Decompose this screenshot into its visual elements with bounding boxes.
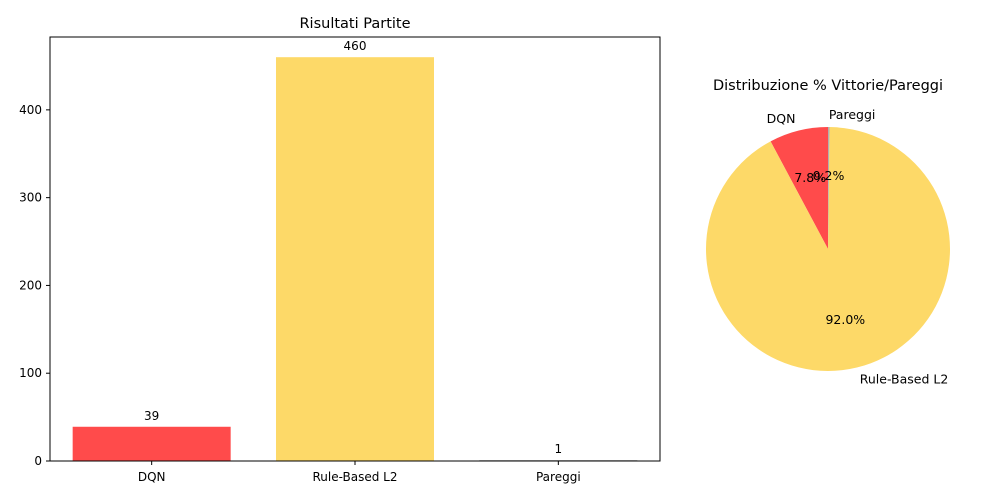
pie-label-dqn: DQN [767, 111, 796, 126]
x-axis-tick-labels: DQN Rule-Based L2 Pareggi [138, 461, 581, 484]
pie-slice-labels: DQN Rule-Based L2 Pareggi [767, 107, 949, 387]
pie-label-rule-based-l2: Rule-Based L2 [860, 371, 949, 386]
pie-slices [705, 127, 950, 371]
pie-label-pareggi: Pareggi [829, 107, 876, 122]
bar-dqn [72, 426, 231, 461]
y-tick-label-100: 100 [19, 366, 42, 380]
x-tick-label-dqn: DQN [138, 470, 166, 484]
y-tick-label-400: 400 [19, 103, 42, 117]
y-axis-tick-labels: 0 100 200 300 400 [19, 103, 50, 468]
x-tick-label-pareggi: Pareggi [536, 470, 581, 484]
data-label-pareggi: 1 [555, 442, 563, 456]
y-tick-label-0: 0 [34, 454, 42, 468]
pie-percent-dqn: 7.8% [794, 170, 826, 185]
x-tick-label-rule-based-l2: Rule-Based L2 [313, 470, 398, 484]
pie-slice-pareggi [828, 127, 830, 249]
data-label-dqn: 39 [144, 409, 159, 423]
y-tick-label-200: 200 [19, 278, 42, 292]
pie-chart-title: Distribuzione % Vittorie/Pareggi [713, 78, 943, 94]
bar-data-labels: 39 460 1 [144, 39, 562, 456]
pie-percent-pareggi: 0.2% [813, 168, 845, 183]
data-label-rule-based-l2: 460 [344, 39, 367, 53]
pie-percent-labels: 7.8% 92.0% 0.2% [794, 168, 865, 327]
bar-marks [72, 57, 638, 461]
bar-rule-based-l2 [276, 57, 434, 461]
pie-percent-rule-based-l2: 92.0% [825, 312, 865, 327]
pie-slice-rule-based-l2 [705, 127, 950, 371]
pie-chart: Distribuzione % Vittorie/Pareggi DQN Rule… [705, 78, 950, 387]
bar-chart: Risultati Partite 0 100 200 300 400 DQN Rule-… [19, 16, 661, 484]
y-tick-label-300: 300 [19, 191, 42, 205]
bar-chart-title: Risultati Partite [299, 16, 410, 32]
pie-slice-dqn [770, 127, 828, 249]
plot-frame [49, 36, 661, 462]
